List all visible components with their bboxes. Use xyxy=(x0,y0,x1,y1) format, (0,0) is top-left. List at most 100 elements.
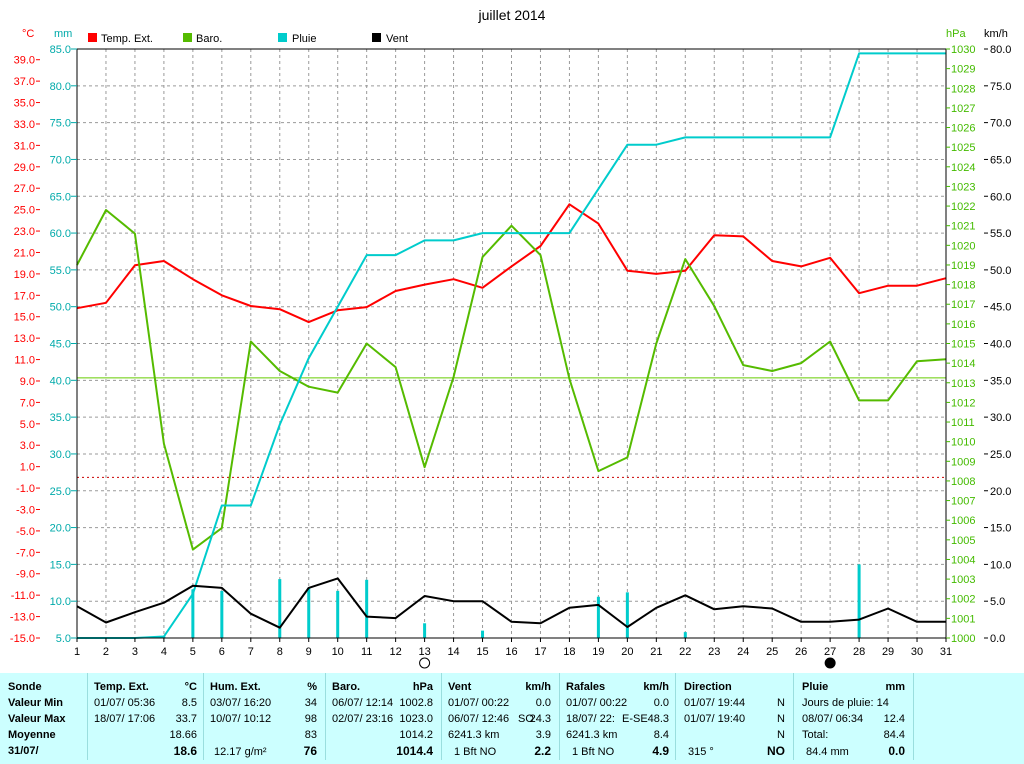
rain-bar xyxy=(481,630,485,638)
daily-rain-bars xyxy=(162,564,861,638)
day-tick-label: 14 xyxy=(447,646,459,658)
wind-tick-label: 65.0 xyxy=(990,154,1011,166)
gusts-header-unit: km/h xyxy=(643,681,669,693)
temp-tick-label: 1.0 xyxy=(20,462,35,474)
direction-avg-value: N xyxy=(777,729,785,741)
temp-tick-label: 27.0 xyxy=(14,183,35,195)
stats-panel-baro: Baro. hPa 06/07/ 12:14 1002.8 02/07/ 23:… xyxy=(326,673,442,760)
wind-tick-label: 45.0 xyxy=(990,302,1011,314)
day-tick-label: 6 xyxy=(219,646,225,658)
temp-avg-value: 18.66 xyxy=(169,729,197,741)
gusts-header: Rafales xyxy=(566,681,606,693)
rain-tick-label: 60.0 xyxy=(50,228,71,240)
rain-days: Jours de pluie: 14 xyxy=(802,697,889,709)
rain-max-value: 12.4 xyxy=(883,713,905,725)
direction-min-value: N xyxy=(777,697,785,709)
legend-swatch-rain xyxy=(278,33,287,42)
legend-swatch-wind xyxy=(372,33,381,42)
day-tick-label: 16 xyxy=(505,646,517,658)
rain-bar xyxy=(220,590,224,638)
rain-header-unit: mm xyxy=(885,681,905,693)
day-tick-label: 19 xyxy=(592,646,604,658)
baro-tick-label: 1007 xyxy=(951,496,975,508)
full-moon-icon xyxy=(824,657,836,669)
baro-header: Baro. xyxy=(332,681,361,693)
rain-tick-label: 45.0 xyxy=(50,339,71,351)
temp-tick-label: 23.0 xyxy=(14,226,35,238)
wind-tick-label: 70.0 xyxy=(990,118,1011,130)
baro-tick-label: 1024 xyxy=(951,162,975,174)
day-tick-label: 23 xyxy=(708,646,720,658)
baro-min-date: 06/07/ 12:14 xyxy=(332,697,394,709)
baro-tick-label: 1017 xyxy=(951,299,975,311)
direction-max-date: 01/07/ 19:40 xyxy=(684,713,746,725)
rain-tick-label: 80.0 xyxy=(50,81,71,93)
day-tick-label: 24 xyxy=(737,646,749,658)
day-tick-label: 21 xyxy=(650,646,662,658)
baro-tick-label: 1020 xyxy=(951,240,975,252)
sonde-header: Sonde xyxy=(8,681,42,693)
day-tick-label: 10 xyxy=(332,646,344,658)
rain-bar xyxy=(857,564,861,638)
temp-tick-label: 31.0 xyxy=(14,140,35,152)
gusts-current-value: 4.9 xyxy=(652,744,669,758)
baro-tick-label: 1028 xyxy=(951,83,975,95)
day-tick-label: 31 xyxy=(940,646,952,658)
day-tick-label: 4 xyxy=(161,646,167,658)
day-tick-label: 30 xyxy=(911,646,923,658)
temp-tick-label: 25.0 xyxy=(14,205,35,217)
temp-tick-label: -15.0 xyxy=(10,633,35,645)
hum-avg-value: 83 xyxy=(304,729,317,741)
wind-distance: 6241.3 km xyxy=(448,729,500,741)
temp-tick-label: -13.0 xyxy=(10,612,35,624)
wind-header-unit: km/h xyxy=(525,681,551,693)
rain-axis-ticks: 5.0 10.0 15.0 20.0 25.0 30.0 35.0 40.0 45.0 50.0 5… xyxy=(50,44,77,645)
wind-tick-label: 40.0 xyxy=(990,339,1011,351)
temp-tick-label: 33.0 xyxy=(14,119,35,131)
row-label-min: Valeur Min xyxy=(8,697,64,709)
baro-axis-ticks: 1000 1001 1002 1003 1004 1005 1006 1007 1008 1009… xyxy=(946,44,975,645)
stats-panel-sonde: Sonde Valeur Min Valeur Max Moyenne 31/0… xyxy=(0,673,88,760)
day-axis-ticks: 1 2 3 4 5 6 7 8 9 10 11 12 13 14 15 16 17 18 19 20 21 22 23 24 2… xyxy=(74,638,952,658)
temp-axis-ticks: -15.0 -13.0 -11.0 -9.0 -7.0 -5.0 -3.0 -1.0 1.0 3.… xyxy=(10,55,40,645)
rain-tick-label: 20.0 xyxy=(50,523,71,535)
hum-min-date: 03/07/ 16:20 xyxy=(210,697,272,709)
temp-tick-label: 21.0 xyxy=(14,247,35,259)
rain-bar xyxy=(423,623,427,638)
gusts-beaufort: 1 Bft NO xyxy=(572,746,615,758)
series-line-vent xyxy=(76,577,946,629)
wind-tick-label: 35.0 xyxy=(990,375,1011,387)
temp-tick-label: 13.0 xyxy=(14,333,35,345)
legend: Temp. Ext. Baro. Pluie Vent xyxy=(88,33,408,45)
baro-unit: hPa xyxy=(946,28,966,40)
temp-max-date: 18/07/ 17:06 xyxy=(94,713,156,725)
temp-tick-label: 7.0 xyxy=(20,397,35,409)
gusts-avg-value: 8.4 xyxy=(653,729,669,741)
baro-tick-label: 1030 xyxy=(951,44,975,56)
series-line-baro xyxy=(76,209,947,551)
series-line-temp-ext xyxy=(76,203,947,324)
temp-tick-label: -5.0 xyxy=(16,526,35,538)
day-tick-label: 5 xyxy=(190,646,196,658)
rain-total-value: 84.4 xyxy=(883,729,905,741)
baro-tick-label: 1005 xyxy=(951,535,975,547)
baro-tick-label: 1018 xyxy=(951,280,975,292)
baro-tick-label: 1013 xyxy=(951,378,975,390)
row-label-max: Valeur Max xyxy=(8,713,66,725)
day-tick-label: 1 xyxy=(74,646,80,658)
baro-header-unit: hPa xyxy=(412,681,433,693)
weather-chart: -15.0 -13.0 -11.0 -9.0 -7.0 -5.0 -3.0 -1.0 1.0 3.… xyxy=(9,7,1012,669)
wind-tick-label: 80.0 xyxy=(990,44,1011,56)
baro-max-value: 1023.0 xyxy=(399,713,433,725)
stats-panel-direction: Direction 01/07/ 19:44 N 01/07/ 19:40 N … xyxy=(676,673,794,760)
day-tick-label: 7 xyxy=(248,646,254,658)
rain-total-label: Total: xyxy=(802,729,829,741)
wind-unit: km/h xyxy=(984,28,1008,40)
gusts-min-date: 01/07/ 00:22 xyxy=(566,697,628,709)
day-tick-label: 13 xyxy=(418,646,430,658)
baro-tick-label: 1023 xyxy=(951,181,975,193)
rain-tick-label: 35.0 xyxy=(50,412,71,424)
wind-axis-ticks: 0.0 5.0 10.0 15.0 20.0 25.0 30.0 35.0 40.0 45.0 50… xyxy=(984,44,1011,645)
stats-panel-rain: Pluie mm Jours de pluie: 14 08/07/ 06:34… xyxy=(794,673,914,760)
baro-tick-label: 1004 xyxy=(951,554,975,566)
